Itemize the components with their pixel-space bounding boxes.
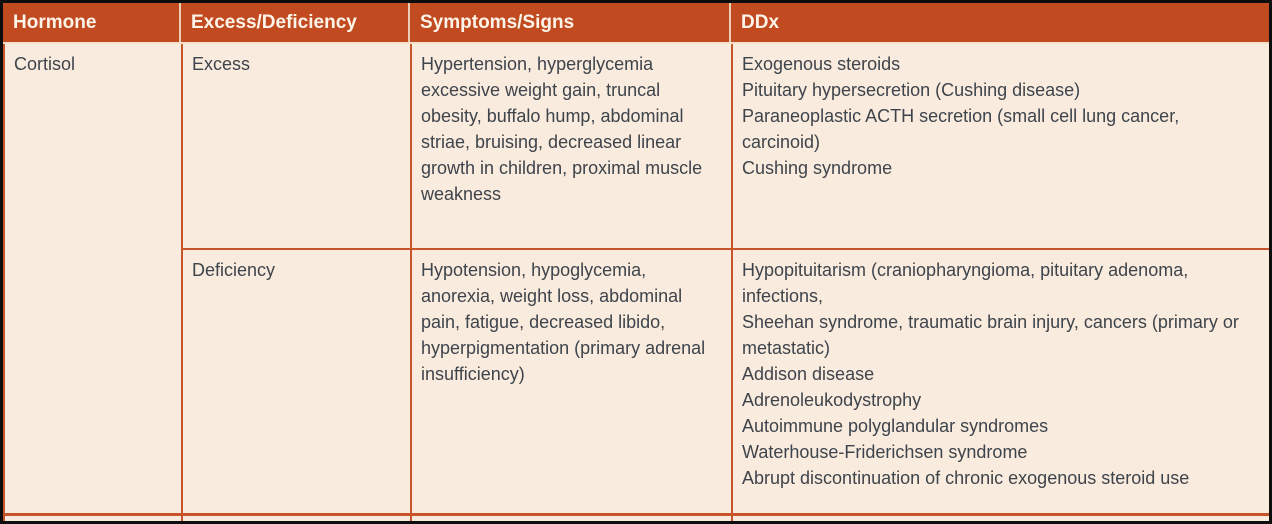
table-header-row: Hormone Excess/Deficiency Symptoms/Signs…: [3, 3, 1269, 44]
partial-next-row-symptoms: [412, 513, 733, 521]
header-cell-symptoms-signs: Symptoms/Signs: [410, 3, 731, 42]
header-cell-hormone: Hormone: [3, 3, 181, 42]
ddx-item: Pituitary hypersecretion (Cushing diseas…: [742, 80, 1081, 100]
ddx-item: Exogenous steroids: [742, 54, 901, 74]
partial-next-row-state: [183, 513, 412, 521]
ddx-item: Cushing syndrome: [742, 158, 893, 178]
ddx-item: Paraneoplastic ACTH secretion (small cel…: [742, 106, 1180, 152]
ddx-item: Addison disease: [742, 364, 875, 384]
ddx-item: Hypopituitarism (craniopharyngioma, pitu…: [742, 260, 1189, 306]
cell-ddx-deficiency: Hypopituitarism (craniopharyngioma, pitu…: [733, 250, 1269, 513]
ddx-item: Waterhouse-Friderichsen syndrome: [742, 442, 1028, 462]
ddx-item: Adrenoleukodystrophy: [742, 390, 922, 410]
header-cell-ddx: DDx: [741, 11, 780, 33]
ddx-item: Abrupt discontinuation of chronic exogen…: [742, 468, 1190, 488]
cell-state-deficiency: Deficiency: [183, 250, 412, 513]
hormone-table: Hormone Excess/Deficiency Symptoms/Signs…: [3, 3, 1269, 521]
cell-symptoms-excess: Hypertension, hyperglycemia excessive we…: [412, 44, 733, 250]
partial-next-row-hormone: [5, 513, 183, 521]
cell-ddx-excess: Exogenous steroids Pituitary hypersecret…: [733, 44, 1269, 250]
cell-hormone-cortisol: Cortisol: [5, 44, 183, 513]
cell-symptoms-deficiency: Hypotension, hypoglycemia, anorexia, wei…: [412, 250, 733, 513]
cell-state-excess: Excess: [183, 44, 412, 250]
partial-next-row-ddx: [733, 513, 1269, 521]
ddx-item: Sheehan syndrome, traumatic brain injury…: [742, 312, 1239, 358]
table-body: Cortisol Excess Hypertension, hyperglyce…: [3, 44, 1269, 521]
ddx-item: Autoimmune polyglandular syndromes: [742, 416, 1049, 436]
header-cell-excess-deficiency: Excess/Deficiency: [181, 3, 410, 42]
